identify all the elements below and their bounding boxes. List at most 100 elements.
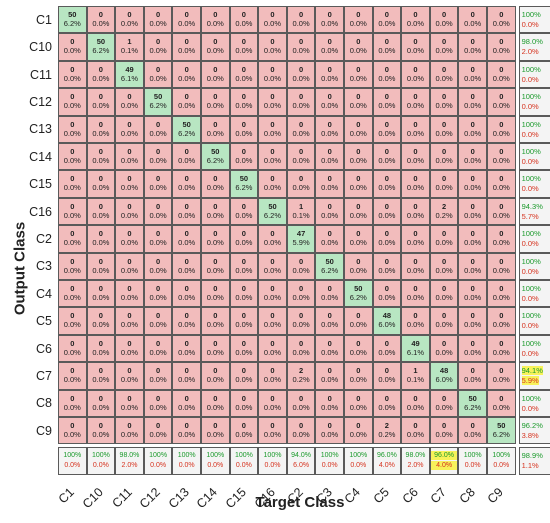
cell-count: 0 <box>184 256 189 266</box>
cell-count: 0 <box>241 284 246 293</box>
cell-count: 0 <box>70 147 75 156</box>
cell-percent: 0.0% <box>235 46 253 56</box>
row-summary-correct: 100% <box>521 92 541 102</box>
matrix-cell: 0 0.0% <box>344 170 373 198</box>
cell-count: 0 <box>241 37 246 47</box>
cell-count: 0 <box>327 10 332 19</box>
cell-percent: 0.0% <box>292 402 310 412</box>
cell-percent: 0.0% <box>235 101 253 111</box>
cell-percent: 0.0% <box>235 320 253 330</box>
matrix-cell: 0 0.0% <box>372 252 402 280</box>
cell-percent: 0.0% <box>120 265 139 275</box>
cell-percent: 0.0% <box>349 128 367 138</box>
cell-percent: 0.0% <box>149 73 167 83</box>
column-summary-error: 0.0% <box>321 462 338 470</box>
cell-count: 0 <box>499 119 504 129</box>
matrix-cell: 0 0.0% <box>201 362 230 390</box>
cell-count: 0 <box>356 393 361 403</box>
cell-percent: 0.0% <box>406 19 425 28</box>
matrix-cell: 0 0.0% <box>286 252 316 280</box>
matrix-cell: 0 0.0% <box>315 143 344 171</box>
cell-percent: 0.0% <box>120 156 139 165</box>
y-tick-label: C6 <box>36 341 52 356</box>
cell-count: 0 <box>327 311 332 321</box>
cell-percent: 0.0% <box>206 73 224 83</box>
cell-percent: 0.0% <box>63 375 81 385</box>
cell-percent: 0.0% <box>120 183 139 193</box>
cell-percent: 0.0% <box>263 320 282 330</box>
matrix-cell: 0 0.0% <box>458 6 487 34</box>
matrix-cell: 47 5.9% <box>286 225 316 253</box>
matrix-cell: 0 0.0% <box>86 6 116 34</box>
cell-count: 0 <box>299 119 304 129</box>
cell-count: 50 <box>68 10 77 19</box>
cell-count: 0 <box>156 64 161 74</box>
matrix-cell: 2 0.2% <box>286 362 316 390</box>
cell-percent: 0.0% <box>435 320 453 330</box>
matrix-cell: 0 0.0% <box>258 225 287 253</box>
matrix-cell: 0 0.0% <box>86 143 116 171</box>
cell-count: 49 <box>411 338 420 348</box>
cell-count: 0 <box>270 10 275 19</box>
matrix-cell: 0 0.0% <box>344 60 373 89</box>
matrix-cell: 0 0.0% <box>315 362 344 390</box>
cell-percent: 0.0% <box>206 293 224 302</box>
row-summary-cell: 100% 0.0% <box>518 143 550 171</box>
cell-percent: 0.0% <box>92 347 110 357</box>
matrix-cell: 0 0.0% <box>143 197 173 226</box>
column-summary-correct: 100% <box>463 452 482 460</box>
cell-percent: 0.0% <box>321 210 339 220</box>
cell-count: 0 <box>384 147 389 156</box>
cell-count: 0 <box>184 64 189 74</box>
cell-percent: 0.0% <box>321 347 339 357</box>
cell-count: 0 <box>327 338 332 348</box>
cell-percent: 0.0% <box>492 375 510 385</box>
cell-percent: 0.0% <box>149 320 167 330</box>
matrix-cell: 0 0.0% <box>458 115 487 143</box>
matrix-cell: 0 0.0% <box>115 225 144 253</box>
column-summary-correct: 96.0% <box>376 452 397 460</box>
row-summary-correct: 100% <box>521 174 541 184</box>
cell-percent: 0.0% <box>406 101 425 111</box>
row-summary-cell: 100% 0.0% <box>518 280 550 308</box>
cell-count: 50 <box>153 92 163 102</box>
matrix-cell: 0 0.0% <box>172 143 201 171</box>
matrix-cell: 0 0.0% <box>143 33 173 61</box>
cell-count: 0 <box>213 119 218 129</box>
cell-count: 0 <box>356 119 361 129</box>
matrix-cell: 0 0.0% <box>458 362 487 390</box>
cell-count: 0 <box>127 174 132 184</box>
cell-percent: 0.0% <box>492 19 510 28</box>
matrix-cell: 0 0.0% <box>286 170 316 198</box>
matrix-cell: 0 0.0% <box>143 60 173 89</box>
cell-percent: 0.0% <box>149 46 167 56</box>
matrix-cell: 0 0.0% <box>115 170 144 198</box>
row-summary-error: 2.0% <box>521 47 539 57</box>
y-tick-label: C9 <box>36 423 52 438</box>
cell-count: 2 <box>384 421 389 430</box>
matrix-cell: 0 0.0% <box>286 60 316 89</box>
cell-percent: 0.0% <box>92 293 110 302</box>
cell-percent: 0.0% <box>178 293 196 302</box>
matrix-cell: 0 0.0% <box>58 362 87 390</box>
cell-count: 0 <box>98 10 103 19</box>
matrix-cell: 0 0.0% <box>429 225 459 253</box>
matrix-cell: 0 0.0% <box>487 6 516 34</box>
cell-count: 0 <box>356 256 361 266</box>
cell-count: 0 <box>127 10 132 19</box>
cell-count: 0 <box>384 338 389 348</box>
cell-percent: 0.0% <box>263 430 282 439</box>
matrix-cell: 50 6.2% <box>201 143 230 171</box>
column-summary-error: 0.0% <box>350 462 367 470</box>
cell-count: 0 <box>499 393 504 403</box>
cell-percent: 0.0% <box>292 430 310 439</box>
column-summary-error: 0.0% <box>464 462 481 470</box>
matrix-cell: 1 0.1% <box>401 362 430 390</box>
matrix-cell: 0 0.0% <box>286 307 316 335</box>
cell-percent: 0.0% <box>92 101 110 111</box>
matrix-cell: 0 0.0% <box>201 33 230 61</box>
matrix-cell: 0 0.0% <box>172 197 201 226</box>
cell-percent: 0.0% <box>263 347 282 357</box>
matrix-cell: 0 0.0% <box>429 170 459 198</box>
